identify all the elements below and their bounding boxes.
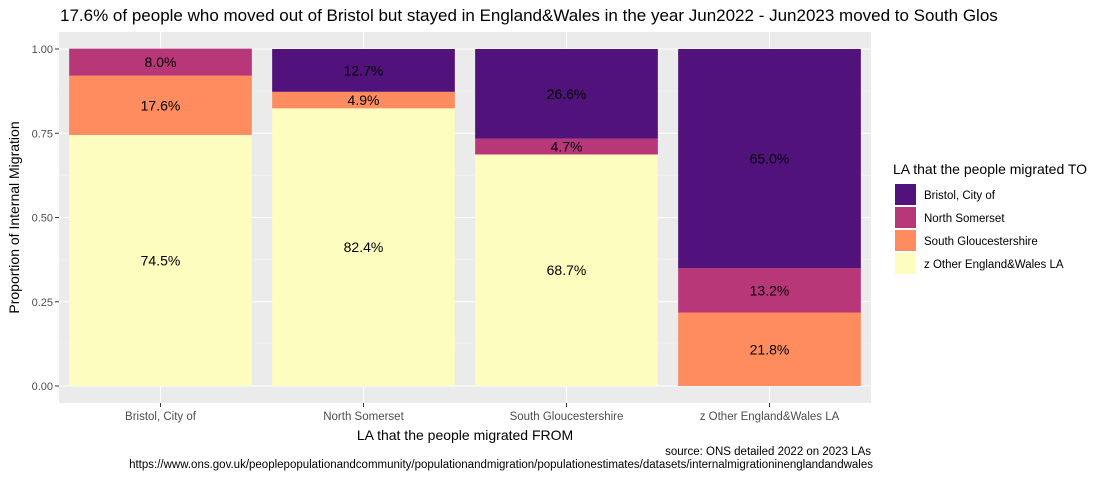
bar-segment xyxy=(272,49,455,92)
data-label: 68.7% xyxy=(547,262,587,278)
data-label: 74.5% xyxy=(141,252,181,268)
data-label: 8.0% xyxy=(145,54,177,70)
legend-label: North Somerset xyxy=(924,213,1005,225)
data-label: 13.2% xyxy=(750,282,790,298)
data-label: 21.8% xyxy=(750,341,790,357)
x-axis-title: LA that the people migrated FROM xyxy=(357,427,573,443)
y-tick-label: 0.75 xyxy=(32,128,53,140)
legend-label: South Gloucestershire xyxy=(924,236,1038,248)
legend-label: Bristol, City of xyxy=(924,190,996,202)
data-label: 26.6% xyxy=(547,86,587,102)
x-tick-label: z Other England&Wales LA xyxy=(700,411,840,423)
bar-segment xyxy=(272,91,455,109)
legend-label: z Other England&Wales LA xyxy=(924,259,1064,271)
legend-swatch xyxy=(895,207,916,228)
legend-swatch xyxy=(895,184,916,205)
bar-segment xyxy=(678,49,861,269)
chart-title: 17.6% of people who moved out of Bristol… xyxy=(60,6,998,25)
x-tick-label: South Gloucestershire xyxy=(510,411,624,423)
y-tick-label: 0.50 xyxy=(32,213,53,225)
legend-title: LA that the people migrated TO xyxy=(893,161,1087,177)
legend-swatch xyxy=(895,253,916,274)
data-label: 12.7% xyxy=(344,62,384,78)
x-tick-label: Bristol, City of xyxy=(125,411,197,423)
data-label: 4.7% xyxy=(551,139,583,155)
legend-swatch xyxy=(895,230,916,251)
bar-segment xyxy=(69,75,252,135)
x-tick-label: North Somerset xyxy=(323,411,404,423)
y-tick-label: 0.00 xyxy=(32,381,53,393)
bar-segment xyxy=(678,268,861,313)
data-label: 4.9% xyxy=(348,92,380,108)
caption-source: source: ONS detailed 2022 on 2023 LAs xyxy=(665,446,871,458)
y-tick-label: 1.00 xyxy=(32,44,53,56)
bar-segment xyxy=(69,134,252,386)
bar-segment xyxy=(69,48,252,76)
caption-url: https://www.ons.gov.uk/peoplepopulationa… xyxy=(129,459,873,471)
y-axis-title: Proportion of Internal Migration xyxy=(6,121,22,313)
bar-segment xyxy=(475,154,658,386)
data-label: 82.4% xyxy=(344,239,384,255)
bar-segment xyxy=(272,108,455,386)
bar-segment xyxy=(678,312,861,386)
bar-segment xyxy=(475,138,658,155)
bar-segment xyxy=(475,49,658,139)
data-label: 17.6% xyxy=(141,97,181,113)
y-tick-label: 0.25 xyxy=(32,297,53,309)
data-label: 65.0% xyxy=(750,151,790,167)
